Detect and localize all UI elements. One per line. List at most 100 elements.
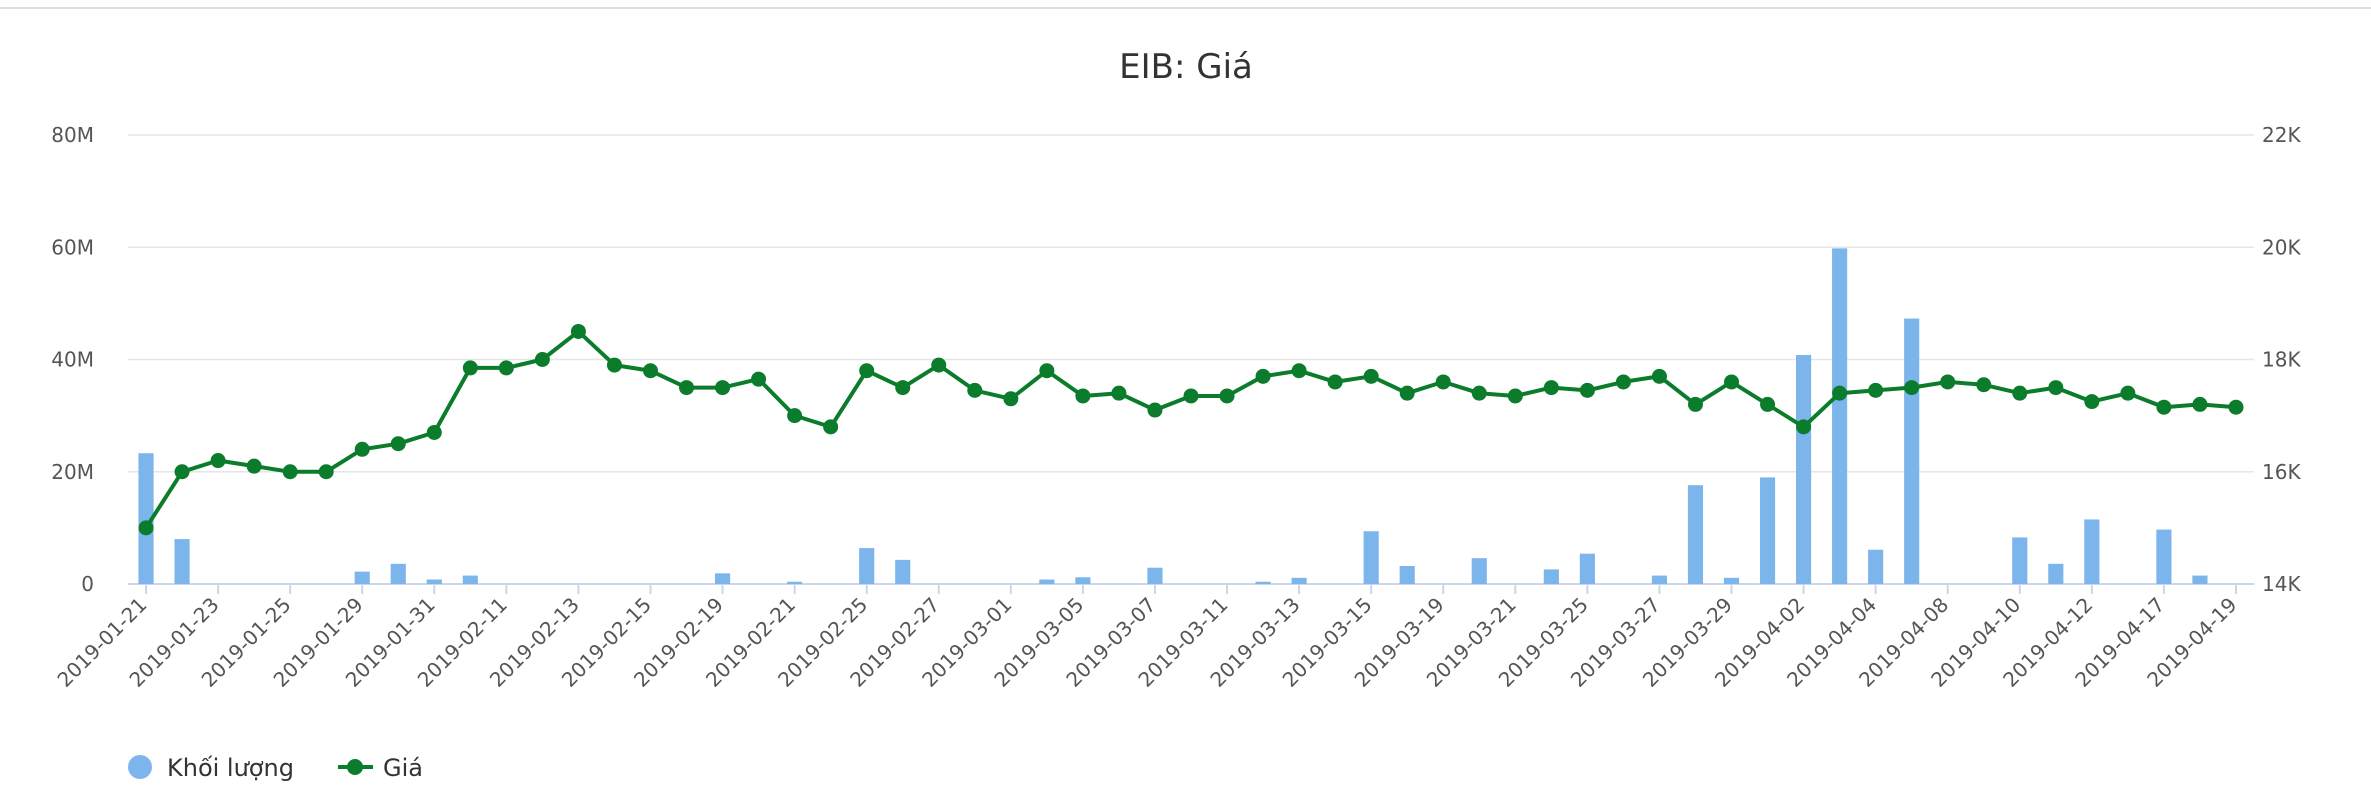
price-point	[1543, 380, 1559, 396]
price-point	[1291, 363, 1307, 379]
price-point	[2084, 394, 2100, 410]
legend-item-volume[interactable]: Khối lượng	[128, 754, 294, 782]
price-point	[1147, 402, 1163, 418]
y-axis-left: 0 20M 40M 60M 80M	[51, 123, 94, 596]
chart-title: EIB: Giá	[1119, 47, 1253, 87]
legend-item-price[interactable]: Giá	[338, 754, 423, 782]
price-point	[642, 363, 658, 379]
volume-bar	[390, 563, 406, 584]
price-point	[1796, 419, 1812, 435]
y-left-tick-label: 0	[81, 572, 94, 596]
price-point	[1363, 368, 1379, 384]
volume-bar	[354, 571, 370, 584]
price-point	[282, 464, 298, 480]
y-right-tick-label: 18K	[2262, 348, 2301, 372]
volume-bars	[138, 248, 2208, 584]
volume-bar	[1039, 579, 1055, 584]
volume-bar	[2156, 529, 2172, 584]
price-point	[1039, 363, 1055, 379]
price-point	[1183, 388, 1199, 404]
legend-price-label: Giá	[383, 754, 423, 782]
price-point	[2120, 385, 2136, 401]
y-right-tick-label: 22K	[2262, 123, 2301, 147]
price-point	[715, 380, 731, 396]
volume-bar	[1796, 355, 1812, 584]
volume-bar	[895, 559, 911, 584]
y-left-tick-label: 80M	[51, 123, 94, 147]
y-left-tick-label: 60M	[51, 235, 94, 259]
price-point	[534, 352, 550, 367]
legend: Khối lượng Giá	[128, 754, 423, 782]
price-point	[1471, 385, 1487, 401]
legend-price-symbol	[347, 759, 363, 775]
y-right-tick-label: 20K	[2262, 235, 2301, 259]
volume-bar	[787, 581, 803, 584]
y-right-tick-label: 14K	[2262, 572, 2301, 596]
price-point	[1615, 374, 1631, 390]
price-point	[1651, 368, 1667, 384]
volume-bar	[1147, 567, 1163, 584]
price-point	[679, 380, 695, 396]
volume-bar	[2012, 537, 2028, 584]
x-axis: 2019-01-212019-01-232019-01-252019-01-29…	[52, 584, 2242, 692]
volume-bar	[1868, 549, 1884, 584]
price-point	[859, 363, 875, 379]
price-point	[1111, 385, 1127, 401]
price-point	[1003, 391, 1019, 407]
price-point	[246, 458, 262, 474]
volume-bar	[1291, 577, 1307, 584]
volume-bar	[426, 579, 442, 584]
y-axis-right: 14K 16K 18K 20K 22K	[2262, 123, 2301, 596]
price-point	[1760, 396, 1776, 412]
volume-bar	[2192, 575, 2208, 584]
price-line	[144, 329, 2237, 529]
volume-bar	[1579, 553, 1595, 584]
volume-bar	[1687, 485, 1704, 584]
volume-bar	[1363, 531, 1379, 584]
legend-volume-label: Khối lượng	[167, 754, 294, 782]
gridlines	[128, 134, 2254, 585]
price-point	[570, 323, 586, 339]
price-point	[1507, 388, 1523, 404]
price-point	[967, 382, 983, 398]
price-point	[1724, 374, 1740, 390]
price-point	[2228, 399, 2244, 415]
volume-bar	[1832, 248, 1848, 584]
volume-bar	[462, 575, 478, 584]
price-point	[895, 380, 911, 396]
price-point	[354, 441, 370, 457]
volume-bar	[1723, 577, 1740, 584]
price-point	[1255, 368, 1271, 384]
price-point	[1327, 374, 1343, 390]
price-point	[498, 360, 514, 376]
volume-bar	[714, 573, 731, 584]
price-point	[1940, 374, 1956, 390]
volume-bar	[1543, 569, 1559, 584]
price-point	[174, 464, 190, 480]
price-point	[1219, 388, 1235, 404]
price-point	[318, 464, 334, 480]
price-point	[138, 520, 154, 536]
price-point	[1868, 382, 1884, 398]
volume-bar	[1904, 318, 1920, 584]
price-point	[2048, 380, 2064, 396]
price-point	[1075, 388, 1091, 404]
price-point	[606, 357, 622, 373]
price-line-group	[138, 323, 2244, 536]
y-right-tick-label: 16K	[2262, 460, 2301, 484]
price-point	[1399, 385, 1415, 401]
volume-bar	[859, 548, 875, 584]
volume-bar	[138, 453, 154, 584]
volume-bar	[1471, 558, 1487, 584]
price-point	[1435, 374, 1451, 390]
price-point	[426, 424, 442, 440]
price-point	[1579, 382, 1595, 398]
volume-bar	[1255, 581, 1271, 584]
y-left-tick-label: 20M	[51, 460, 94, 484]
price-point	[210, 453, 226, 469]
price-point	[751, 371, 767, 387]
price-point	[787, 408, 803, 424]
y-left-tick-label: 40M	[51, 348, 94, 372]
volume-bar	[2084, 519, 2100, 584]
